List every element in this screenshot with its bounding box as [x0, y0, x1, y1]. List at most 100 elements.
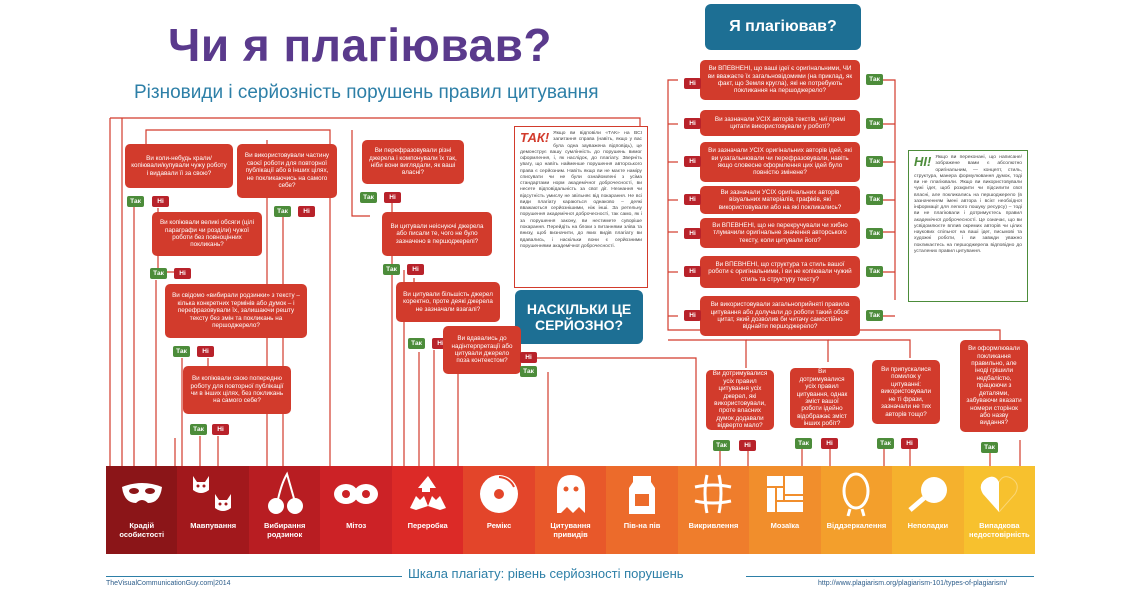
answer-no: Ні — [298, 206, 315, 217]
scale-item: Неполадки — [892, 466, 964, 554]
note-yes-lead: ТАК! — [520, 130, 550, 145]
answer-yes: Так — [866, 118, 883, 129]
question-republish-own-work: Ви копіювали свою попередню роботу для п… — [183, 366, 291, 414]
question-careless-details: Ви оформлювали покликання правильно, але… — [960, 340, 1028, 432]
question-out-of-context: Ви вдавались до надінтерпретації або цит… — [443, 326, 521, 374]
scale-item: Переробка — [391, 466, 464, 554]
disc-icon — [478, 466, 520, 522]
answer-yes: Так — [408, 338, 425, 349]
mirror-icon — [840, 466, 872, 522]
answer-no: Ні — [821, 438, 838, 449]
cherries-icon — [265, 466, 305, 522]
answer-no: Ні — [520, 352, 537, 363]
milk-carton-icon — [627, 466, 657, 522]
answer-yes: Так — [150, 268, 167, 279]
scale-item: Пів-на пів — [606, 466, 678, 554]
question-all-quote-authors: Ви зазначали УСІХ авторів текстів, чиї п… — [700, 110, 860, 136]
answer-yes: Так — [127, 196, 144, 207]
answer-no: Ні — [684, 118, 701, 129]
answer-no: Ні — [432, 338, 449, 349]
scale-item: Мозаїка — [749, 466, 821, 554]
scale-item-label: Викривлення — [688, 521, 739, 530]
recycle-icon — [406, 466, 450, 522]
scale-item-label: Неполадки — [907, 521, 949, 530]
mitosis-icon — [332, 466, 380, 522]
answer-yes: Так — [383, 264, 400, 275]
half-heart-icon — [979, 466, 1019, 522]
answer-no: Ні — [901, 438, 918, 449]
answer-yes: Так — [520, 366, 537, 377]
question-citation-rules: Ви використовували загальноприйняті прав… — [700, 296, 860, 336]
scale-item-label: Мітоз — [346, 521, 367, 530]
note-no: НІ! Якщо ви переконані, що написане/зобр… — [908, 150, 1028, 302]
answer-no: Ні — [212, 424, 229, 435]
question-original-ideas: Ви ВПЕВНЕНІ, що ваші ідеї є оригінальним… — [700, 60, 860, 100]
mask-icon — [120, 466, 164, 522]
question-nonexistent-sources: Ви цитували неіснуючі джерела або писали… — [382, 212, 492, 256]
question-citation-mistakes: Ви припускалися помилок у цитуванні: вик… — [872, 360, 940, 424]
question-ideas-mirror: Ви дотримувалися усіх правил цитування, … — [790, 368, 854, 428]
question-paraphrase-sources: Ви перефразовували різні джерела і компо… — [362, 140, 464, 184]
hashtag-icon — [693, 466, 733, 522]
question-some-sources-uncited: Ви цитували більшість джерел коректно, п… — [396, 282, 500, 322]
page-subtitle: Різновиди і серйозність порушень правил … — [134, 82, 599, 103]
scale-item: Випадкова недостовірність — [963, 466, 1036, 554]
answer-yes: Так — [190, 424, 207, 435]
answer-yes: Так — [866, 228, 883, 239]
answer-yes: Так — [866, 74, 883, 85]
scale-item: Ремікс — [463, 466, 535, 554]
badge-did-i-plagiarize: Я плагіював? — [705, 4, 861, 50]
question-paraphrased-authors: Ви зазначали УСІХ оригінальних авторів і… — [700, 142, 860, 182]
answer-yes: Так — [173, 346, 190, 357]
answer-no: Ні — [384, 192, 401, 203]
question-reuse-own-part: Ви використовували частину своєї роботи … — [237, 144, 337, 198]
answer-yes: Так — [274, 206, 291, 217]
scale-item: Цитування привидів — [534, 466, 607, 554]
answer-yes: Так — [866, 310, 883, 321]
scale-divider-right — [746, 576, 1034, 577]
scale-item-label: Переробка — [407, 521, 448, 530]
note-yes-text: Якщо ви відповіли «ТАК» на ВСІ запитання… — [520, 131, 642, 249]
scale-item: Викривлення — [677, 466, 750, 554]
answer-yes: Так — [866, 156, 883, 167]
credit: TheVisualCommunicationGuy.com|2014 — [106, 580, 231, 587]
scale-item-label: Пів-на пів — [623, 521, 661, 530]
cats-icon — [187, 466, 239, 522]
scale-item-label: Мавпування — [190, 521, 237, 530]
answer-no: Ні — [197, 346, 214, 357]
source-url: http://www.plagiarism.org/plagiarism-101… — [818, 580, 1008, 587]
plagiarism-scale: Крадій особистості Мавпування Вибирання ро… — [106, 466, 1036, 554]
scale-item: Крадій особистості — [106, 466, 178, 554]
answer-yes: Так — [866, 266, 883, 277]
answer-no: Ні — [684, 310, 701, 321]
scale-title: Шкала плагіату: рівень серйозності поруш… — [408, 566, 684, 581]
answer-no: Ні — [684, 228, 701, 239]
answer-yes: Так — [360, 192, 377, 203]
question-meaning-distortion: Ви ВПЕВНЕНІ, що не перекручували чи хибн… — [700, 218, 860, 248]
answer-yes: Так — [713, 440, 730, 451]
scale-item-label: Крадій особистості — [119, 521, 165, 539]
note-yes: ТАК! Якщо ви відповіли «ТАК» на ВСІ запи… — [514, 126, 648, 288]
page-title: Чи я плагіював? — [168, 19, 552, 71]
scale-item-label: Випадкова недостовірність — [969, 521, 1030, 539]
mosaic-icon — [765, 466, 805, 522]
answer-yes: Так — [795, 438, 812, 449]
question-steal-copy: Ви коли-небудь крали/копіювали/купували … — [125, 144, 233, 188]
scale-item-label: Ремікс — [486, 521, 512, 530]
answer-no: Ні — [407, 264, 424, 275]
answer-no: Ні — [684, 156, 701, 167]
scale-item: Мітоз — [320, 466, 392, 554]
question-little-own-thoughts: Ви дотримувалися усіх правил цитування у… — [706, 370, 774, 430]
scale-item-label: Мозаїка — [770, 521, 800, 530]
scale-item-label: Цитування привидів — [550, 521, 591, 539]
magnifier-icon — [906, 466, 950, 522]
scale-item: Мавпування — [177, 466, 249, 554]
scale-item: Вибирання родзинок — [248, 466, 321, 554]
question-original-structure: Ви ВПЕВНЕНІ, що структура та стиль вашої… — [700, 256, 860, 288]
answer-no: Ні — [152, 196, 169, 207]
answer-no: Ні — [684, 78, 701, 89]
question-copy-large-volumes: Ви копіювали великі обсяги (цілі парагра… — [152, 212, 262, 256]
answer-no: Ні — [174, 268, 191, 279]
scale-item-label: Віддзеркалення — [826, 521, 887, 530]
